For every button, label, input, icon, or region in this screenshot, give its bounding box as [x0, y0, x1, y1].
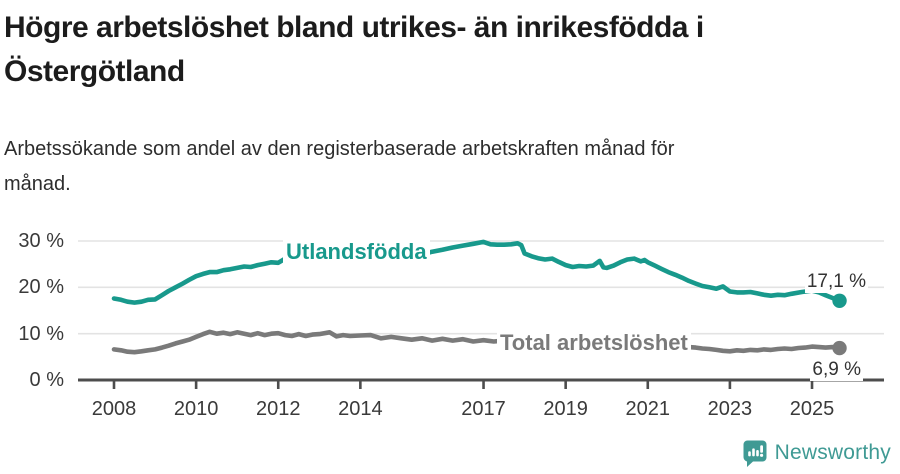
- series-end-dot-0: [832, 293, 847, 308]
- chart-subtitle-line-1: Arbetssökande som andel av den registerb…: [4, 138, 675, 160]
- y-tick-label: 0 %: [29, 369, 64, 391]
- series-line-1: [111, 329, 842, 355]
- chart-title-line-2: Östergötland: [4, 55, 185, 88]
- newsworthy-logo: Newsworthy: [742, 439, 891, 467]
- series-line-0: [111, 239, 842, 305]
- x-tick-label: 2019: [543, 398, 588, 420]
- series-label-total-arbetsloshet: Total arbetslöshet: [497, 331, 691, 355]
- newsworthy-badge-icon: [743, 440, 767, 467]
- y-tick-label: 30 %: [18, 230, 64, 252]
- chart-title-line-1: Högre arbetslöshet bland utrikes- än inr…: [4, 11, 704, 44]
- end-value-label-total-arbetsloshet: 6,9 %: [810, 359, 863, 381]
- x-tick-label: 2021: [625, 398, 671, 420]
- x-tick-label: 2014: [338, 398, 383, 420]
- series-label-utlandsfodda: Utlandsfödda: [283, 240, 430, 264]
- chart-title: Högre arbetslöshet bland utrikes- än inr…: [4, 6, 884, 94]
- end-value-label-utlandsfodda: 17,1 %: [804, 271, 868, 293]
- chart-subtitle: Arbetssökande som andel av den registerb…: [4, 132, 884, 202]
- x-tick-label: 2025: [789, 398, 835, 420]
- x-tick-label: 2017: [461, 398, 506, 420]
- x-tick-label: 2012: [255, 398, 301, 420]
- y-tick-label: 20 %: [18, 276, 64, 299]
- x-tick-label: 2008: [91, 398, 137, 420]
- series-end-dot-1: [832, 340, 847, 356]
- newsworthy-wordmark: Newsworthy: [774, 441, 891, 464]
- chart-subtitle-line-2: månad.: [4, 173, 71, 195]
- x-tick-label: 2023: [707, 398, 753, 420]
- x-tick-label: 2010: [173, 398, 219, 420]
- y-tick-label: 10 %: [18, 322, 64, 345]
